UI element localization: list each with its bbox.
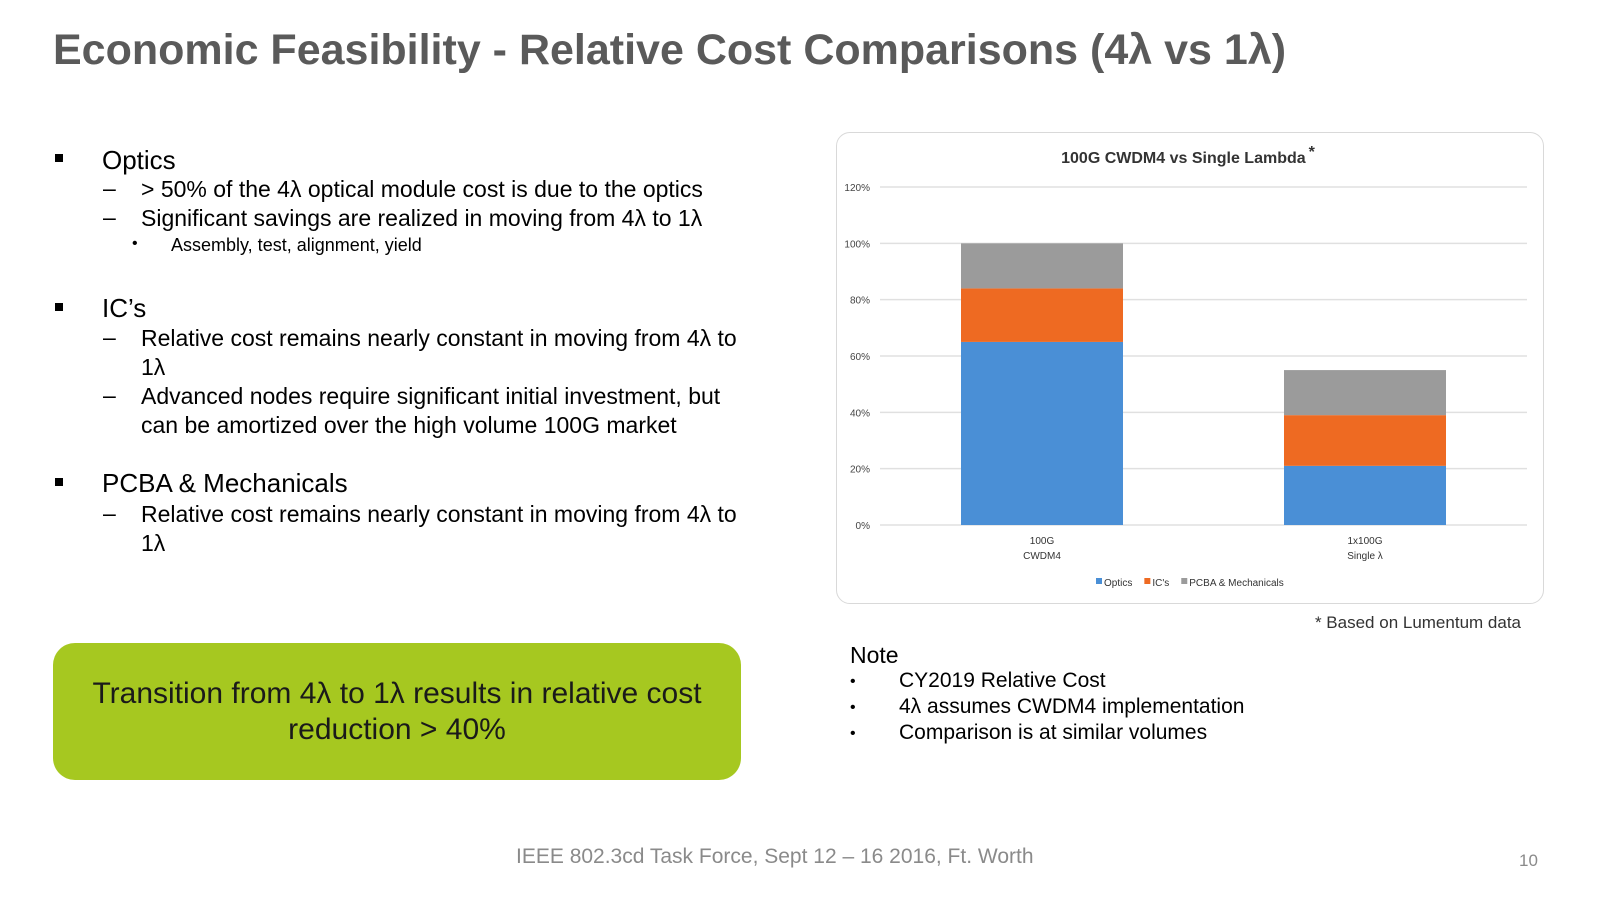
note-item: CY2019 Relative Cost	[899, 669, 1106, 692]
page-number: 10	[1519, 851, 1538, 870]
chart-frame	[836, 132, 1544, 604]
x-tick-label: 100G	[1030, 536, 1055, 547]
bullet-ics: IC’s	[102, 293, 147, 323]
sub-bullet-cont: 1λ	[141, 354, 166, 380]
sub-bullet-cont: 1λ	[141, 530, 166, 556]
x-tick-label: Single λ	[1347, 551, 1383, 562]
sub-bullet-cont: can be amortized over the high volume 10…	[141, 412, 677, 438]
bar-segment-ic-s	[1284, 415, 1446, 466]
bullet-optics: Optics	[102, 145, 176, 175]
note-item: 4λ assumes CWDM4 implementation	[899, 695, 1245, 718]
dot-icon: •	[850, 673, 856, 690]
bar-segment-optics	[961, 341, 1123, 525]
legend-swatch	[1181, 578, 1188, 584]
legend-swatch	[1144, 578, 1151, 584]
bullet-pcba: PCBA & Mechanicals	[102, 468, 348, 498]
dash-icon: –	[103, 382, 116, 408]
y-tick-label: 20%	[850, 465, 870, 476]
legend-label: IC's	[1152, 578, 1169, 589]
chart-title: 100G CWDM4 vs Single Lambda *	[1061, 144, 1316, 167]
dash-icon: –	[103, 324, 116, 350]
legend-label: PCBA & Mechanicals	[1189, 578, 1284, 589]
note-item: Comparison is at similar volumes	[899, 721, 1208, 744]
y-tick-label: 120%	[844, 183, 870, 194]
bar-segment-pcba-mechanicals	[961, 243, 1123, 289]
bar-segment-pcba-mechanicals	[1284, 370, 1446, 416]
callout-box: Transition from 4λ to 1λ results in rela…	[53, 643, 741, 780]
y-tick-label: 60%	[850, 352, 870, 363]
note-heading: Note	[850, 642, 899, 668]
y-tick-label: 40%	[850, 408, 870, 419]
dot-icon: •	[850, 725, 856, 742]
legend-swatch	[1096, 578, 1102, 584]
sub-sub-bullet: Assembly, test, alignment, yield	[171, 235, 422, 255]
sub-bullet: Relative cost remains nearly constant in…	[141, 501, 737, 527]
dash-icon: –	[103, 204, 116, 230]
bullet-square-icon	[55, 303, 63, 311]
y-tick-label: 0%	[856, 521, 871, 532]
sub-bullet: Significant savings are realized in movi…	[141, 205, 703, 231]
x-tick-label: CWDM4	[1023, 551, 1061, 562]
bullet-square-icon	[55, 154, 63, 162]
sub-bullet: > 50% of the 4λ optical module cost is d…	[141, 176, 703, 202]
y-tick-label: 80%	[850, 296, 870, 307]
bullet-square-icon	[55, 478, 63, 486]
footnote: * Based on Lumentum data	[1314, 613, 1521, 632]
footer-text: IEEE 802.3cd Task Force, Sept 12 – 16 20…	[516, 845, 1034, 868]
bar-segment-ic-s	[961, 288, 1123, 342]
x-tick-label: 1x100G	[1347, 536, 1382, 547]
sub-bullet: Relative cost remains nearly constant in…	[141, 325, 737, 351]
dash-icon: –	[103, 500, 116, 526]
dash-icon: –	[103, 175, 116, 201]
sub-bullet: Advanced nodes require significant initi…	[141, 383, 721, 409]
dot-icon: •	[850, 699, 856, 716]
legend-label: Optics	[1104, 578, 1132, 589]
slide-title: Economic Feasibility - Relative Cost Com…	[53, 26, 1287, 74]
y-tick-label: 100%	[844, 239, 870, 250]
dot-icon: •	[132, 235, 138, 252]
bar-segment-optics	[1284, 465, 1446, 525]
callout-text: Transition from 4λ to 1λ results in rela…	[92, 676, 702, 746]
